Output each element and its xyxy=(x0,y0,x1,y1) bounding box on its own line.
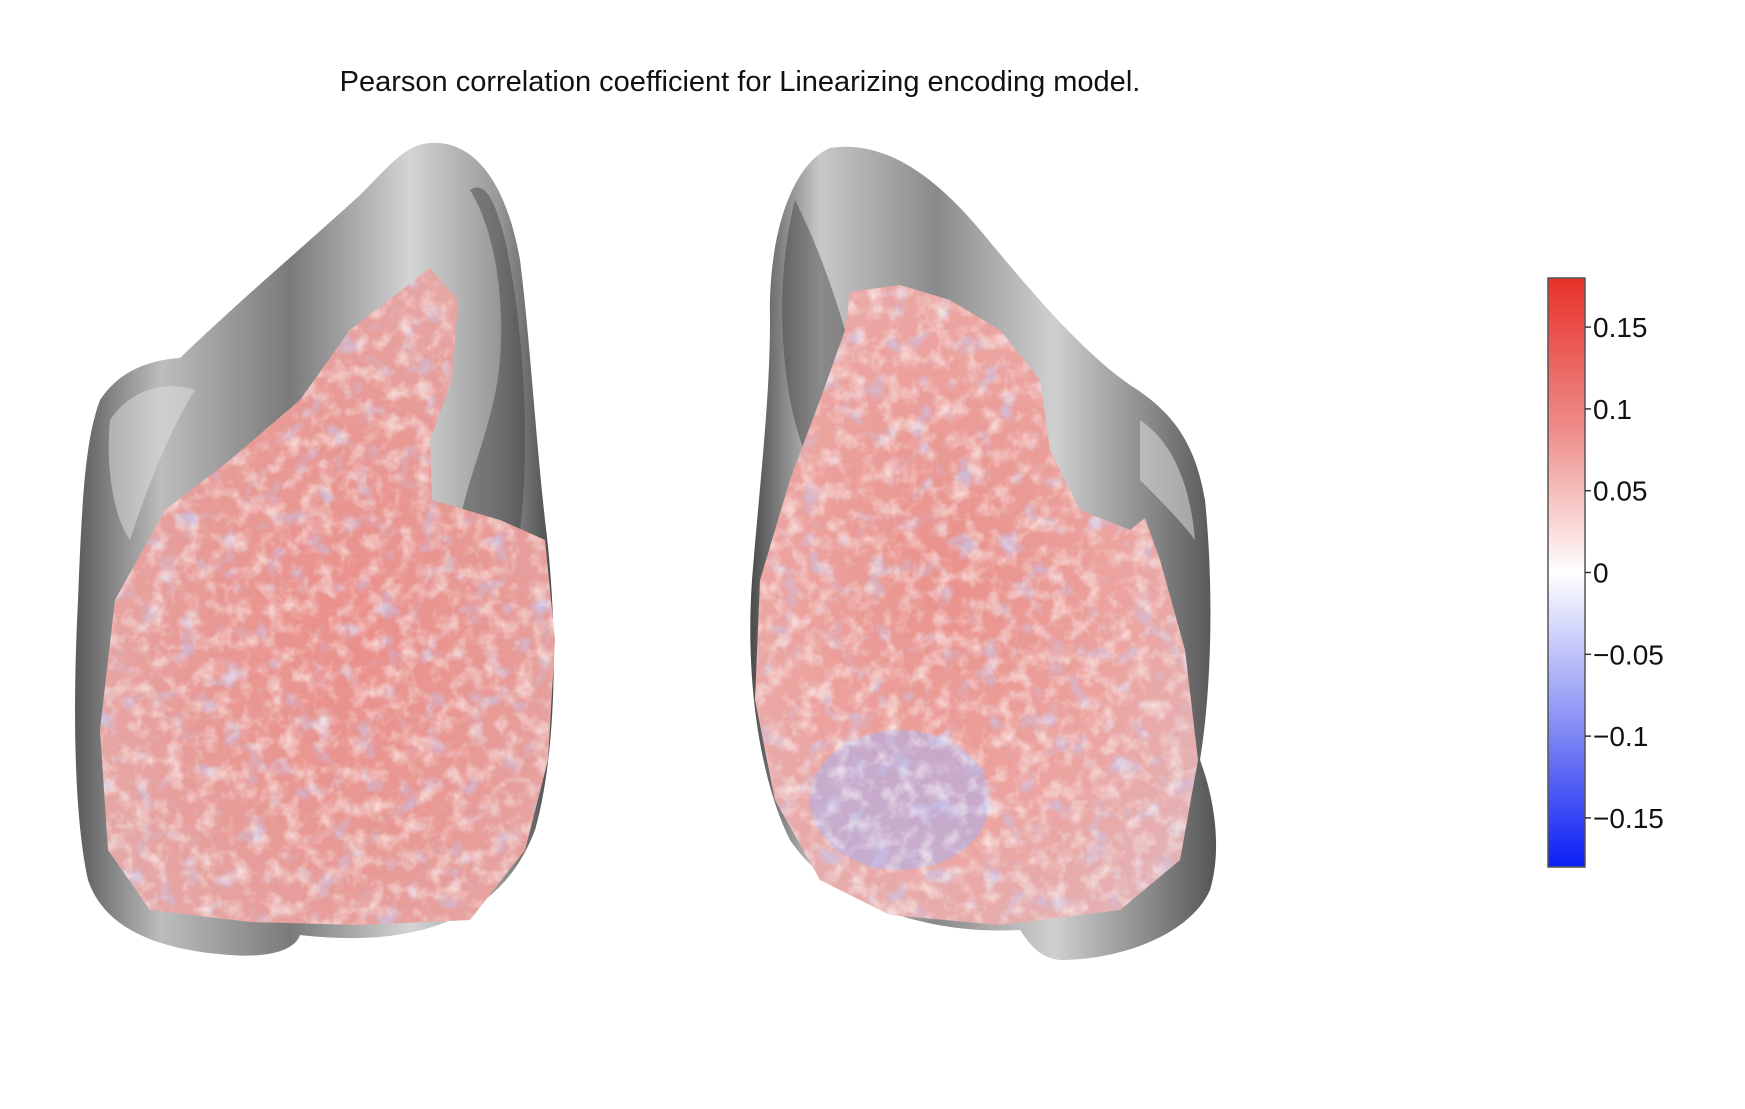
colorbar-tick-label: −0.1 xyxy=(1593,721,1648,752)
colorbar-tick-label: 0.1 xyxy=(1593,394,1632,425)
colorbar-tick-label: −0.15 xyxy=(1593,803,1664,834)
right-hemisphere xyxy=(750,146,1217,960)
left-hemisphere xyxy=(75,142,555,956)
colorbar-tick-label: 0 xyxy=(1593,558,1609,589)
colorbar-tick-label: 0.15 xyxy=(1593,312,1648,343)
colorbar: 0.15 0.1 0.05 0 −0.05 −0.1 −0.15 xyxy=(1547,277,1664,868)
colorbar-ticks: 0.15 0.1 0.05 0 −0.05 −0.1 −0.15 xyxy=(1585,312,1664,834)
left-surface-shading xyxy=(460,187,525,530)
colorbar-tick-label: −0.05 xyxy=(1593,639,1664,670)
colorbar-gradient xyxy=(1547,277,1586,868)
left-surface-highlight xyxy=(108,386,195,540)
right-surface-highlight xyxy=(1140,420,1195,540)
colorbar-tick-label: 0.05 xyxy=(1593,476,1648,507)
figure-title: Pearson correlation coefficient for Line… xyxy=(339,66,1141,98)
